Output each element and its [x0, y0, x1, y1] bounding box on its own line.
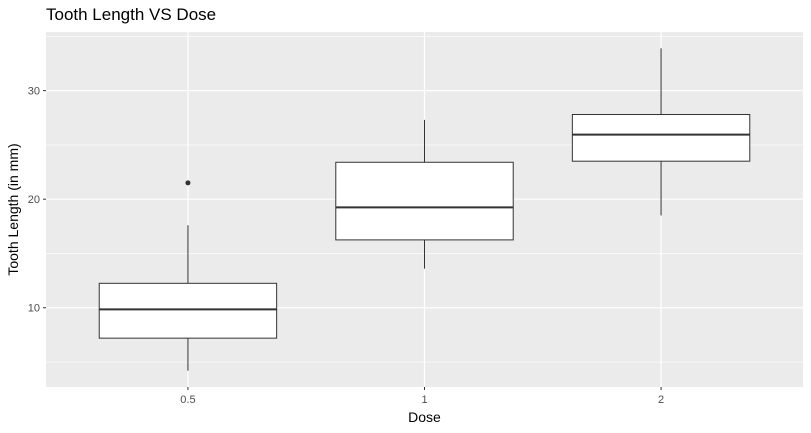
x-tick-label: 2 — [658, 394, 664, 406]
iqr-box — [98, 282, 278, 339]
x-tick-label: 0.5 — [180, 394, 195, 406]
x-axis-ticks: 0.5 1 2 — [180, 387, 664, 406]
x-axis-label: Dose — [408, 409, 441, 425]
y-tick-label: 30 — [28, 86, 40, 98]
x-tick-label: 1 — [421, 394, 427, 406]
box-2 — [571, 48, 751, 216]
box-0.5 — [98, 180, 278, 371]
boxes — [98, 48, 751, 371]
y-axis-label: Tooth Length (in mm) — [5, 143, 21, 275]
outlier-point — [185, 180, 191, 186]
iqr-box — [571, 114, 751, 162]
y-tick-label: 20 — [28, 194, 40, 206]
box-1 — [335, 119, 514, 269]
y-tick-label: 10 — [28, 303, 40, 315]
chart-title: Tooth Length VS Dose — [46, 5, 217, 24]
y-axis-ticks: 10 20 30 — [28, 86, 46, 315]
iqr-box — [335, 161, 514, 241]
